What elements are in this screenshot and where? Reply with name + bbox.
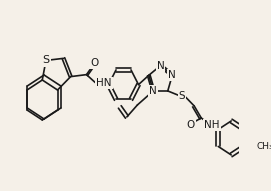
Text: O: O (186, 120, 195, 130)
Text: N: N (149, 86, 157, 96)
Text: NH: NH (204, 120, 220, 130)
Text: CH₃: CH₃ (257, 142, 271, 151)
Text: N: N (157, 61, 164, 71)
Text: HN: HN (96, 78, 112, 88)
Text: S: S (42, 55, 50, 66)
Text: N: N (168, 70, 176, 80)
Text: S: S (179, 91, 185, 101)
Text: O: O (90, 58, 99, 68)
